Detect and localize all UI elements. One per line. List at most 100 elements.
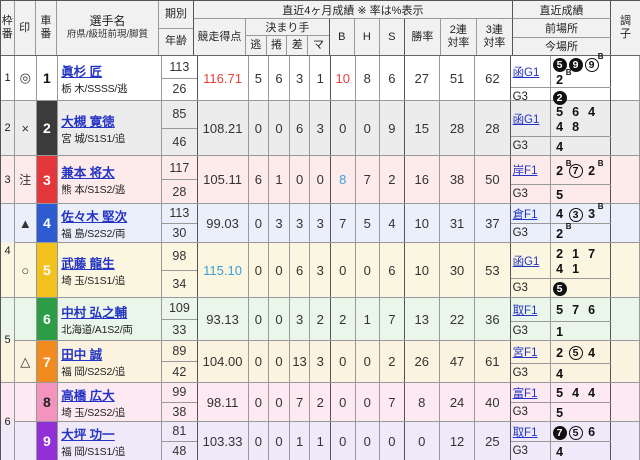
nige-value: 6 — [249, 156, 270, 203]
result-item: 5 — [568, 425, 583, 440]
sashi-value: 6 — [290, 243, 311, 297]
cur-venue-label: G3 — [511, 403, 551, 421]
rider-profile: 北海道/A1S2/両 — [61, 323, 133, 336]
h-value: 0 — [356, 422, 381, 460]
ma-value: 1 — [310, 56, 331, 100]
prev-venue-link[interactable]: 富F1 — [512, 387, 538, 400]
result-item: 1 — [572, 246, 580, 261]
ren2-value: 12 — [440, 422, 476, 460]
waku-cell: 1 — [1, 56, 15, 101]
cur-venue-label: G3 — [511, 185, 551, 203]
result-item: 1 — [572, 261, 580, 276]
header-kimarite-group: 決まり手 逃 捲 差 マ — [245, 19, 330, 55]
term-age-cell: 113 26 — [162, 56, 198, 100]
condition-cell — [611, 101, 640, 155]
s-value: 6 — [380, 56, 405, 100]
rider-name-link[interactable]: 眞杉 匠 — [61, 64, 103, 79]
cur-venue-label: G3 — [511, 88, 551, 106]
waku-cell: 6 — [1, 383, 15, 460]
score-value: 108.21 — [198, 101, 249, 155]
prev-venue-link[interactable]: 宮F1 — [512, 347, 538, 359]
nige-value: 0 — [249, 341, 270, 382]
header-makuri: 捲 — [267, 36, 288, 55]
term-value: 89 — [162, 341, 197, 362]
rider-name-link[interactable]: 田中 誠 — [61, 348, 103, 362]
prev-venue-link[interactable]: 取F1 — [512, 426, 538, 439]
result-item: 5 — [568, 346, 583, 360]
cur-results: 4 — [551, 137, 611, 155]
ma-value: 0 — [310, 156, 331, 203]
b-value: 2 — [331, 298, 356, 340]
rider-name-link[interactable]: 大槻 寛徳 — [61, 114, 115, 129]
header-prev-place: 前場所 — [512, 19, 612, 38]
score-value: 105.11 — [198, 156, 249, 203]
h-value: 5 — [356, 204, 381, 242]
b-value: 7 — [331, 204, 356, 242]
rider-name-link[interactable]: 武藤 龍生 — [61, 256, 115, 271]
prev-results: 5 4 4 — [551, 383, 611, 402]
makuri-value: 0 — [269, 298, 290, 340]
win-rate-value: 0 — [405, 422, 440, 460]
car-number: 4 — [36, 204, 59, 242]
rider-cell: 高橋 広大 埼 玉/S2S2/追 — [58, 383, 163, 421]
h-value: 8 — [356, 56, 381, 100]
ren2-value: 38 — [440, 156, 476, 203]
mark-cell — [15, 422, 37, 460]
ren3-value: 25 — [475, 422, 511, 460]
rider-cell: 田中 誠 福 岡/S2S2/追 — [58, 341, 163, 382]
rider-profile: 栃 木/SSSS/逃 — [61, 82, 128, 95]
mark-cell: △ — [15, 341, 37, 382]
rider-cell: 眞杉 匠 栃 木/SSSS/逃 — [58, 56, 163, 100]
cur-results: 5 — [551, 279, 611, 297]
rider-row: 注 3 兼本 将太 熊 本/S1S2/逃 117 28 105.11 6 1 0… — [15, 156, 640, 204]
rider-row: △ 7 田中 誠 福 岡/S2S2/追 89 42 104.00 0 0 13 … — [15, 341, 640, 383]
b-value: 0 — [331, 243, 356, 297]
makuri-value: 0 — [269, 101, 290, 155]
rider-row: 8 高橋 広大 埼 玉/S2S2/追 99 38 98.11 0 0 7 2 0… — [15, 383, 640, 422]
waku-cell: 4 — [1, 204, 15, 298]
prev-results: 5 7 6 — [551, 298, 611, 321]
prev-venue-link[interactable]: 岸F1 — [512, 165, 538, 177]
prev-venue-link[interactable]: 函G1 — [512, 66, 540, 79]
age-value: 26 — [172, 82, 187, 97]
waku-cell: 5 — [1, 298, 15, 383]
condition-cell — [611, 243, 640, 297]
result-item: 2 — [552, 91, 567, 105]
age-value: 34 — [172, 276, 187, 291]
prev-venue-link[interactable]: 函G1 — [512, 255, 540, 268]
header-ma: マ — [312, 39, 324, 52]
condition-cell — [611, 422, 640, 460]
b-value: 0 — [331, 101, 356, 155]
condition-cell — [611, 341, 640, 382]
prev-venue-link[interactable]: 函G1 — [512, 113, 540, 126]
header-ren3: 3連 対率 — [477, 19, 513, 55]
car-number: 9 — [36, 422, 59, 460]
rider-name-link[interactable]: 高橋 広大 — [61, 388, 115, 403]
score-value: 104.00 — [198, 341, 249, 382]
rider-name-link[interactable]: 佐々木 堅次 — [61, 209, 128, 224]
rider-name-link[interactable]: 大坪 功一 — [61, 427, 115, 442]
header-b: B — [330, 19, 355, 55]
cur-venue-label: G3 — [511, 137, 551, 155]
result-item: 4 — [588, 104, 596, 119]
s-value: 7 — [380, 383, 405, 421]
header-score: 競走得点 — [194, 19, 246, 55]
cur-results: 2 — [551, 88, 611, 106]
makuri-value: 6 — [269, 56, 290, 100]
prev-venue-link[interactable]: 倉F1 — [512, 208, 538, 221]
prev-venue-link[interactable]: 取F1 — [512, 304, 538, 317]
rider-cell: 大坪 功一 福 岡/S1S1/追 — [58, 422, 163, 460]
s-value: 6 — [380, 243, 405, 297]
ma-value: 2 — [310, 383, 331, 421]
rider-name-link[interactable]: 中村 弘之輔 — [61, 305, 128, 320]
rider-name-link[interactable]: 兼本 将太 — [61, 166, 115, 180]
prev-results: 2 1 7 4 1 — [551, 243, 611, 278]
result-item: 4 — [572, 386, 580, 400]
term-age-cell: 113 30 — [162, 204, 198, 242]
condition-cell — [611, 383, 640, 421]
